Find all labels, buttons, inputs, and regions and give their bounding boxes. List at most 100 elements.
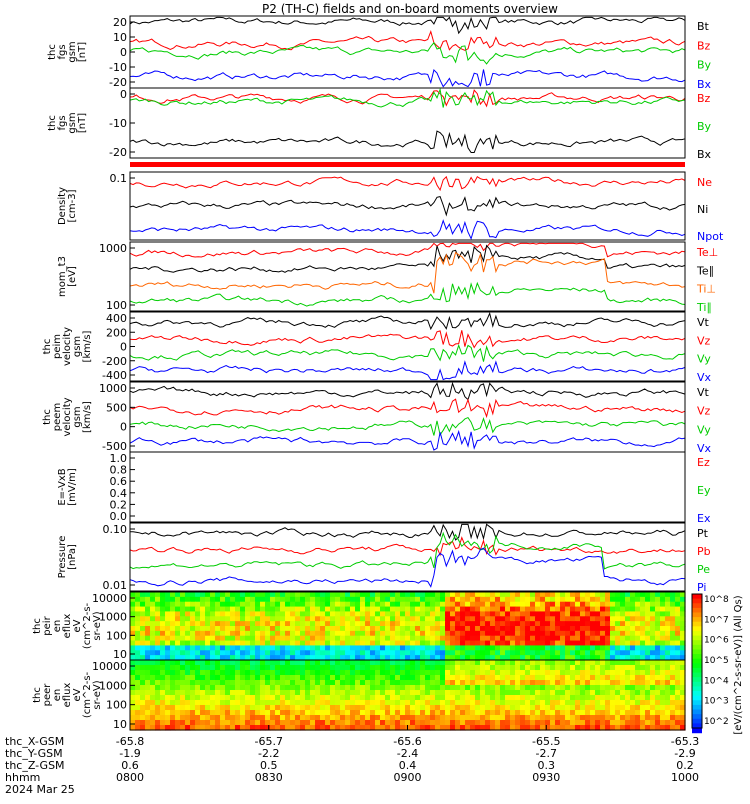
heatmap-cell bbox=[140, 670, 146, 676]
heatmap-cell bbox=[445, 606, 451, 613]
heatmap-cell bbox=[420, 665, 426, 671]
heatmap-cell bbox=[415, 596, 421, 603]
heatmap-cell bbox=[265, 665, 271, 671]
heatmap-cell bbox=[650, 715, 656, 721]
heatmap-cell bbox=[420, 596, 426, 603]
heatmap-cell bbox=[160, 715, 166, 721]
axis-value: 0.3 bbox=[538, 759, 556, 772]
heatmap-cell bbox=[360, 611, 366, 617]
heatmap-cell bbox=[410, 660, 416, 666]
colorbar-step bbox=[692, 617, 702, 623]
heatmap-cell bbox=[285, 640, 291, 647]
heatmap-cell bbox=[200, 700, 206, 706]
heatmap-cell bbox=[435, 606, 441, 613]
heatmap-cell bbox=[385, 601, 391, 608]
heatmap-cell bbox=[315, 710, 321, 716]
heatmap-cell bbox=[440, 690, 446, 696]
heatmap-cell bbox=[670, 720, 676, 726]
heatmap-cell bbox=[385, 660, 391, 666]
heatmap-cell bbox=[385, 720, 391, 726]
heatmap-cell bbox=[505, 635, 511, 642]
heatmap-cell bbox=[625, 715, 631, 721]
heatmap-cell bbox=[215, 611, 221, 617]
heatmap-cell bbox=[150, 592, 156, 598]
heatmap-cell bbox=[605, 710, 611, 716]
heatmap-cell bbox=[550, 725, 556, 731]
heatmap-cell bbox=[135, 592, 141, 598]
heatmap-cell bbox=[160, 685, 166, 691]
heatmap-cell bbox=[435, 655, 441, 661]
heatmap-cell bbox=[180, 635, 186, 642]
heatmap-cell bbox=[650, 616, 656, 622]
heatmap-cell bbox=[435, 705, 441, 711]
heatmap-cell bbox=[460, 675, 466, 681]
y-tick-label: 100 bbox=[106, 699, 127, 712]
heatmap-cell bbox=[560, 725, 566, 731]
heatmap-cell bbox=[665, 640, 671, 647]
y-label-line: sr-eV) bbox=[92, 611, 103, 640]
heatmap-cell bbox=[410, 665, 416, 671]
heatmap-cell bbox=[600, 596, 606, 603]
heatmap-cell bbox=[585, 645, 591, 651]
y-tick-label: 20 bbox=[113, 16, 127, 29]
heatmap-cell bbox=[305, 626, 311, 632]
heatmap-cell bbox=[275, 670, 281, 676]
heatmap-cell bbox=[145, 596, 151, 603]
heatmap-cell bbox=[235, 665, 241, 671]
heatmap-cell bbox=[585, 621, 591, 627]
heatmap-cell bbox=[240, 616, 246, 622]
heatmap-cell bbox=[660, 690, 666, 696]
heatmap-cell bbox=[350, 645, 356, 651]
heatmap-cell bbox=[535, 725, 541, 731]
heatmap-cell bbox=[165, 670, 171, 676]
heatmap-cell bbox=[445, 640, 451, 647]
heatmap-cell bbox=[645, 650, 651, 656]
heatmap-cell bbox=[275, 630, 281, 637]
heatmap-cell bbox=[340, 725, 346, 731]
heatmap-cell bbox=[315, 725, 321, 731]
heatmap-cell bbox=[530, 596, 536, 603]
heatmap-cell bbox=[130, 596, 136, 603]
heatmap-cell bbox=[460, 660, 466, 666]
heatmap-cell bbox=[190, 650, 196, 656]
heatmap-cell bbox=[315, 630, 321, 637]
heatmap-cell bbox=[555, 690, 561, 696]
heatmap-cell bbox=[575, 621, 581, 627]
heatmap-cell bbox=[215, 680, 221, 686]
heatmap-cell bbox=[295, 685, 301, 691]
axis-value: 0.4 bbox=[399, 759, 417, 772]
heatmap-cell bbox=[580, 645, 586, 651]
heatmap-cell bbox=[570, 592, 576, 598]
heatmap-cell bbox=[130, 621, 136, 627]
heatmap-cell bbox=[415, 630, 421, 637]
y-tick-label: 0 bbox=[120, 88, 127, 101]
heatmap-cell bbox=[305, 705, 311, 711]
heatmap-cell bbox=[275, 655, 281, 661]
heatmap-cell bbox=[205, 680, 211, 686]
heatmap-cell bbox=[310, 695, 316, 701]
series-peim_vel-2 bbox=[129, 343, 686, 362]
heatmap-cell bbox=[130, 640, 136, 647]
y-tick-label: 0 bbox=[120, 341, 127, 354]
heatmap-cell bbox=[270, 670, 276, 676]
heatmap-cell bbox=[440, 655, 446, 661]
heatmap-cell bbox=[680, 621, 686, 627]
heatmap-cell bbox=[300, 650, 306, 656]
heatmap-cell bbox=[635, 601, 641, 608]
heatmap-cell bbox=[565, 710, 571, 716]
heatmap-cell bbox=[410, 725, 416, 731]
heatmap-cell bbox=[225, 592, 231, 598]
heatmap-cell bbox=[400, 670, 406, 676]
heatmap-cell bbox=[500, 665, 506, 671]
heatmap-cell bbox=[210, 635, 216, 642]
heatmap-cell bbox=[430, 690, 436, 696]
heatmap-cell bbox=[495, 626, 501, 632]
heatmap-cell bbox=[375, 720, 381, 726]
heatmap-cell bbox=[430, 700, 436, 706]
heatmap-cell bbox=[660, 650, 666, 656]
heatmap-cell bbox=[260, 715, 266, 721]
heatmap-cell bbox=[620, 611, 626, 617]
heatmap-cell bbox=[225, 715, 231, 721]
heatmap-cell bbox=[455, 670, 461, 676]
heatmap-cell bbox=[400, 635, 406, 642]
